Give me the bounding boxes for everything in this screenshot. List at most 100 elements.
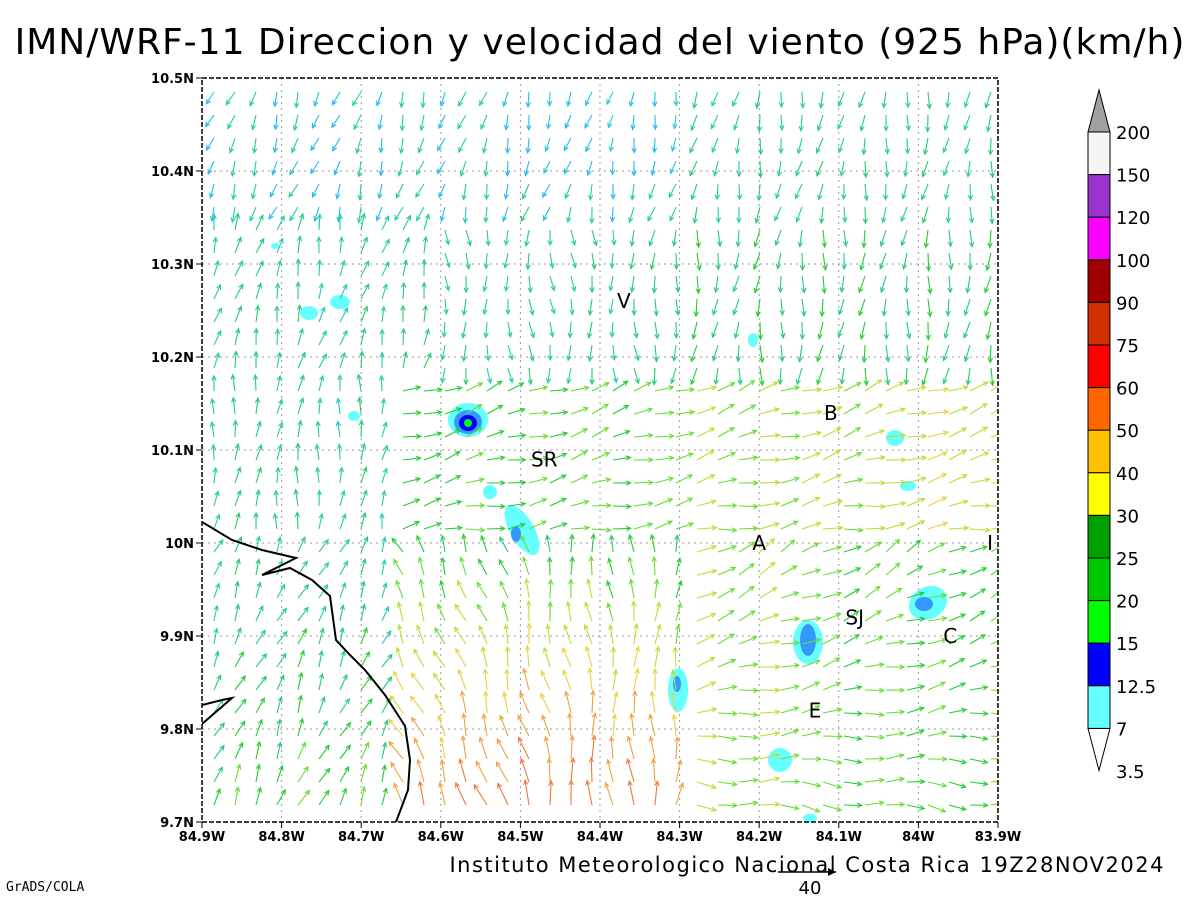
wind-vector bbox=[250, 183, 257, 200]
wind-vector bbox=[459, 556, 467, 576]
colorbar-segment bbox=[1087, 387, 1111, 431]
wind-vector bbox=[905, 114, 911, 132]
wind-vector bbox=[759, 776, 781, 783]
wind-vector bbox=[291, 137, 299, 154]
wind-vector bbox=[381, 653, 393, 668]
wind-vector bbox=[588, 555, 594, 576]
wind-vector bbox=[717, 545, 738, 553]
wind-vector bbox=[670, 691, 677, 714]
wind-vector bbox=[675, 602, 683, 622]
wind-vector bbox=[381, 467, 388, 484]
wind-vector bbox=[486, 367, 493, 385]
wind-vector bbox=[671, 229, 678, 247]
wind-vector bbox=[675, 497, 694, 507]
wind-vector bbox=[736, 160, 742, 178]
wind-vector bbox=[927, 568, 948, 576]
wind-vector bbox=[331, 91, 341, 106]
wind-vector bbox=[381, 214, 390, 231]
wind-vector bbox=[906, 684, 926, 691]
wind-vector bbox=[838, 344, 845, 362]
wind-vector bbox=[297, 789, 311, 806]
wind-vector bbox=[963, 344, 971, 363]
wind-vector bbox=[629, 712, 635, 737]
wind-vector bbox=[696, 427, 716, 438]
wind-vector bbox=[927, 637, 948, 645]
wind-vector bbox=[609, 534, 615, 553]
wind-vector bbox=[591, 451, 611, 461]
wind-vector bbox=[569, 298, 575, 316]
wind-vector bbox=[486, 429, 505, 438]
wind-vector bbox=[318, 282, 324, 300]
wind-vector bbox=[486, 480, 506, 486]
wind-vector bbox=[733, 114, 740, 131]
wind-vector bbox=[780, 476, 801, 484]
lat-tick-label: 10.1N bbox=[151, 444, 194, 459]
wind-vector bbox=[927, 705, 947, 714]
wind-vector bbox=[921, 206, 929, 224]
wind-vector bbox=[416, 624, 425, 645]
wind-vector bbox=[696, 681, 717, 691]
wind-vector bbox=[627, 556, 635, 576]
wind-vector bbox=[444, 385, 463, 392]
wind-vector bbox=[948, 613, 967, 622]
lon-tick-label: 84.7W bbox=[338, 830, 384, 845]
wind-vector bbox=[503, 275, 510, 293]
wind-vector bbox=[754, 206, 761, 224]
wind-vector bbox=[421, 258, 427, 277]
wind-vector bbox=[654, 410, 675, 416]
wind-vector bbox=[990, 528, 998, 530]
lat-tick-label: 10N bbox=[165, 537, 194, 552]
wind-vector bbox=[989, 206, 995, 225]
wind-vector bbox=[360, 260, 370, 277]
wind-vector bbox=[864, 636, 884, 645]
wind-vector bbox=[276, 374, 282, 392]
wind-vector bbox=[570, 385, 591, 392]
wind-vector bbox=[379, 351, 385, 369]
wind-vector bbox=[440, 534, 446, 553]
wind-vector bbox=[715, 252, 721, 271]
wind-vector bbox=[671, 713, 677, 737]
wind-vector bbox=[651, 555, 657, 576]
wind-vector bbox=[437, 603, 446, 622]
wind-vector bbox=[675, 409, 696, 416]
wind-vector bbox=[546, 757, 552, 783]
wind-vector bbox=[689, 137, 698, 154]
wind-vector bbox=[360, 511, 367, 530]
wind-vector bbox=[817, 183, 824, 201]
wind-vector bbox=[338, 466, 344, 484]
wind-vector bbox=[759, 537, 776, 553]
wind-vector bbox=[415, 183, 425, 199]
wind-vector bbox=[675, 522, 695, 530]
wind-vector bbox=[759, 381, 779, 392]
lon-tick-label: 84.6W bbox=[418, 830, 464, 845]
wind-vector bbox=[542, 646, 551, 668]
wind-vector bbox=[499, 536, 509, 553]
wind-vector bbox=[837, 137, 845, 154]
wind-vector bbox=[444, 428, 462, 438]
wind-vector bbox=[715, 206, 722, 224]
wind-vector bbox=[717, 477, 738, 484]
wind-vector bbox=[885, 367, 891, 386]
wind-vector bbox=[465, 403, 483, 415]
wind-vector bbox=[273, 489, 279, 507]
wind-vector bbox=[417, 137, 425, 154]
wind-vector bbox=[670, 367, 677, 385]
wind-vector bbox=[843, 610, 860, 622]
wind-vector bbox=[439, 206, 446, 223]
wind-vector bbox=[276, 259, 282, 277]
colorbar-segment bbox=[1087, 174, 1111, 218]
wind-vector bbox=[486, 455, 506, 461]
wind-vector bbox=[797, 229, 804, 248]
software-credit: GrADS/COLA bbox=[6, 880, 85, 895]
wind-vector bbox=[337, 374, 343, 392]
wind-vector bbox=[816, 114, 824, 132]
wind-vector bbox=[606, 91, 614, 106]
wind-vector bbox=[801, 730, 822, 737]
wind-vector bbox=[906, 640, 926, 646]
wind-vector bbox=[780, 804, 800, 811]
wind-vector bbox=[589, 206, 595, 225]
wind-vector bbox=[947, 275, 953, 294]
place-label: V bbox=[617, 289, 631, 313]
wind-vector bbox=[843, 802, 863, 808]
wind-vector bbox=[318, 720, 328, 737]
